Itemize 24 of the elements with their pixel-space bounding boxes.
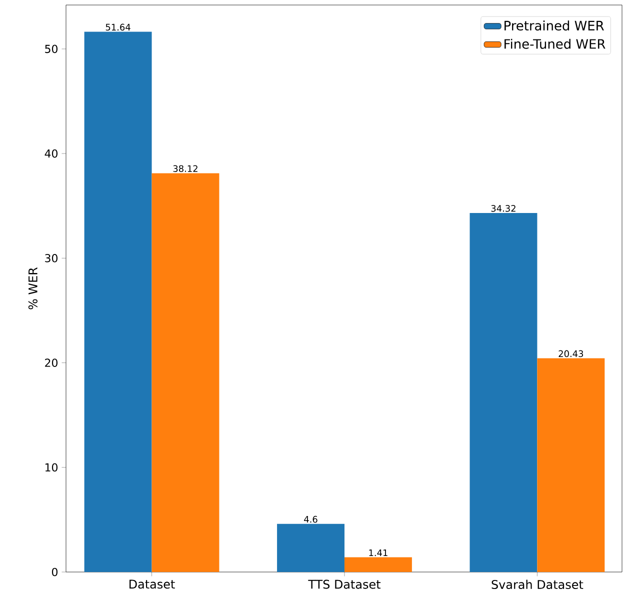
y-tick-label: 30	[45, 254, 58, 262]
x-tick-label: Svarah Dataset	[492, 580, 584, 590]
x-tick-label: TTS Dataset	[308, 580, 381, 589]
y-axis-title: % WER	[28, 267, 38, 310]
data-label: 34.32	[491, 204, 516, 212]
data-label: 38.12	[173, 165, 198, 172]
bar	[537, 358, 605, 572]
bar	[84, 32, 152, 572]
data-label: 20.43	[558, 350, 584, 358]
y-tick-label: 50	[45, 44, 58, 54]
legend-label: Pretrained WER	[504, 20, 604, 31]
x-tick-label: Dataset	[130, 580, 175, 589]
bar	[152, 173, 220, 572]
legend-label: Fine-Tuned WER	[504, 38, 606, 49]
bar	[277, 524, 344, 572]
bar	[470, 212, 538, 572]
data-label: 4.6	[304, 516, 318, 523]
y-tick-label: 40	[44, 149, 58, 158]
y-tick-label: 20	[45, 358, 58, 367]
data-label: 1.41	[369, 550, 388, 556]
y-tick-label: 10	[45, 463, 58, 472]
bar	[344, 557, 412, 572]
y-tick-label: 0	[52, 568, 58, 576]
data-label: 51.64	[106, 24, 130, 31]
